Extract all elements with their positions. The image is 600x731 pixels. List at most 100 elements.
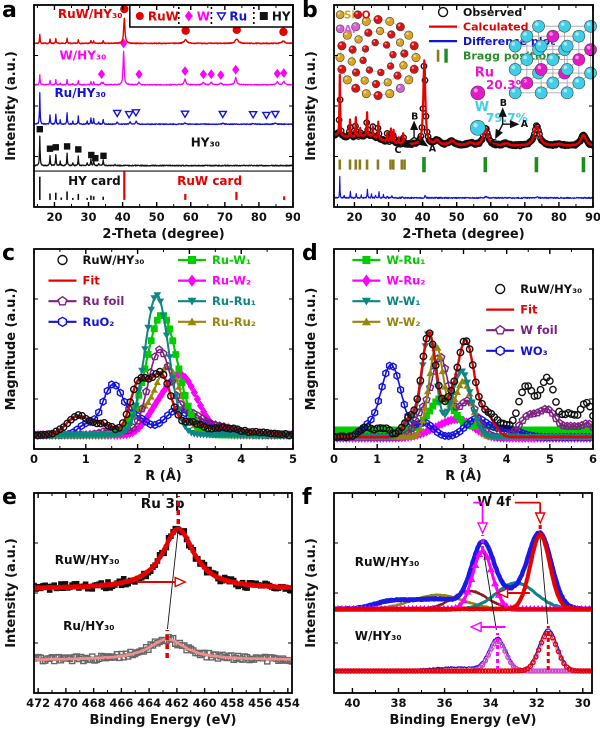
x-tick-label: 470 bbox=[54, 696, 78, 710]
legend-label: W bbox=[197, 10, 210, 24]
legend-label: Fit bbox=[82, 274, 100, 288]
bragg-ticks bbox=[338, 159, 406, 170]
legend-label: W-Ru₁ bbox=[386, 253, 425, 267]
panel-a: a HY₃₀ Ru/HY₃₀ W/HY₃₀ RuW/HY₃₀ HY card RuW ca… bbox=[0, 0, 300, 243]
panel-e: e Ru 3p RuW/HY₃₀ Ru/HY₃₀ 472 470 468 466 464 462… bbox=[0, 485, 300, 731]
y-axis-title: Intensity (a.u.) bbox=[304, 51, 319, 161]
stick-group: RuW card bbox=[123, 171, 286, 200]
axes-f: 40 38 36 34 32 30 Binding Energy (eV) Intensity… bbox=[304, 492, 593, 728]
panel-letter-e: e bbox=[2, 485, 17, 510]
x-tick-label: 36 bbox=[437, 696, 453, 710]
annotation-text: Ru 3p bbox=[141, 496, 185, 512]
panel-c: c RuW/HY₃₀ Fit Ru foil RuO₂ Ru-W₁ Ru-W₂ Ru-Ru₁… bbox=[0, 241, 300, 487]
plot-area-a: HY₃₀ Ru/HY₃₀ W/HY₃₀ RuW/HY₃₀ HY card RuW card bbox=[34, 5, 293, 200]
legend-label: Ru foil bbox=[82, 294, 124, 308]
x-tick-label: 70 bbox=[517, 210, 533, 224]
x-tick-label: 30 bbox=[575, 696, 591, 710]
panel-f-chart: W 4f RuW/HY₃₀ W/HY₃₀ 40 38 36 34 32 30 Binding En… bbox=[304, 492, 593, 728]
x-tick-label: 0 bbox=[30, 452, 38, 466]
annotations-e: Ru 3p RuW/HY₃₀ Ru/HY₃₀ bbox=[55, 496, 187, 658]
annotations-f: W 4f RuW/HY₃₀ W/HY₃₀ bbox=[355, 495, 550, 670]
annotation-text: O bbox=[362, 10, 371, 22]
annotation-text: Al bbox=[344, 24, 356, 36]
x-tick-label: 20 bbox=[46, 210, 62, 224]
legend: W-Ru₁ W-Ru₂ W-W₁ W-W₂ bbox=[352, 253, 425, 329]
annotation-text: 20.3% bbox=[486, 78, 528, 92]
x-tick-label: 20 bbox=[346, 210, 362, 224]
panel-letter-b: b bbox=[302, 0, 318, 23]
axis-triad: B C A bbox=[395, 111, 437, 156]
series-ru-hy30-fit bbox=[34, 637, 292, 662]
stick-group: HY card bbox=[38, 174, 121, 200]
x-tick-label: 40 bbox=[344, 696, 360, 710]
x-axis-title: 2-Theta (degree) bbox=[402, 227, 524, 242]
annotation-text: RuW/HY₃₀ bbox=[355, 555, 420, 569]
bragg-ticks bbox=[422, 157, 586, 173]
x-tick-label: 3 bbox=[185, 452, 193, 466]
panel-f: f W 4f RuW/HY₃₀ W/HY₃₀ 40 38 36 34 32 30 Binding … bbox=[300, 485, 600, 731]
annotation-text: 79.7% bbox=[486, 111, 528, 125]
axis-triad: B A C bbox=[490, 98, 529, 149]
series-calculated bbox=[334, 59, 593, 147]
series-label: HY₃₀ bbox=[191, 135, 220, 149]
x-tick-label: 80 bbox=[251, 210, 267, 224]
panel-e-chart: Ru 3p RuW/HY₃₀ Ru/HY₃₀ 472 470 468 466 464 462 46… bbox=[4, 492, 300, 728]
annotation-text: Ru bbox=[475, 66, 494, 81]
panel-letter-f: f bbox=[302, 485, 312, 510]
series-w-hy30 bbox=[34, 38, 293, 86]
x-tick-label: 3 bbox=[459, 452, 467, 466]
series-hy30 bbox=[34, 126, 293, 167]
axis-letter: C bbox=[490, 138, 497, 149]
legend-label: HY bbox=[272, 10, 291, 24]
x-tick-label: 80 bbox=[551, 210, 567, 224]
legend-label: Calculated bbox=[463, 21, 528, 34]
annotation-text: W bbox=[475, 100, 489, 115]
legend-label: W foil bbox=[520, 323, 557, 337]
axis-letter: B bbox=[411, 111, 418, 122]
annotation-text: Ru/HY₃₀ bbox=[63, 619, 114, 633]
axis-letter: A bbox=[429, 144, 437, 155]
x-tick-label: 460 bbox=[193, 696, 217, 710]
annotations-a: RuW W Ru HY bbox=[34, 4, 294, 172]
panel-d: d W-Ru₁ W-Ru₂ W-W₁ W-W₂ RuW/HY₃₀ Fit W foil WO₃… bbox=[300, 241, 600, 487]
series-label: Ru/HY₃₀ bbox=[54, 86, 105, 100]
y-axis-title: Intensity (a.u.) bbox=[4, 538, 19, 648]
legend: RuW/HY₃₀ Fit W foil WO₃ bbox=[486, 282, 582, 358]
annotation-text: Si bbox=[344, 10, 355, 22]
x-tick-label: 1 bbox=[373, 452, 381, 466]
y-axis-title: Intensity (a.u.) bbox=[304, 538, 319, 648]
x-tick-label: 40 bbox=[415, 210, 431, 224]
plot-area-e bbox=[34, 525, 292, 665]
panel-d-chart: W-Ru₁ W-Ru₂ W-W₁ W-W₂ RuW/HY₃₀ Fit W foil WO₃ 0 1… bbox=[304, 248, 597, 484]
plot-area-c bbox=[34, 292, 293, 440]
axes-a: 20 30 40 50 60 70 80 90 2-Theta (degree) Intensit… bbox=[4, 4, 300, 242]
x-tick-label: 468 bbox=[82, 696, 106, 710]
annotation-text: W/HY₃₀ bbox=[355, 629, 402, 643]
series-label: W/HY₃₀ bbox=[60, 49, 107, 63]
panel-b: b Observed Calculated Difference plot Bragg… bbox=[300, 0, 600, 243]
axes-d: 0 1 2 3 4 5 6 R (Å) Magnitude (a.u.) bbox=[304, 248, 597, 484]
stick-label: HY card bbox=[68, 174, 121, 188]
legend-label: Ru-Ru₂ bbox=[212, 315, 256, 329]
legend-label: Observed bbox=[463, 6, 522, 19]
y-axis-title: Magnitude (a.u.) bbox=[304, 288, 319, 411]
x-tick-label: 2 bbox=[416, 452, 424, 466]
x-tick-label: 50 bbox=[449, 210, 465, 224]
x-tick-label: 90 bbox=[585, 210, 600, 224]
axis-letter: A bbox=[521, 119, 529, 130]
series-fit bbox=[34, 371, 293, 437]
x-tick-label: 6 bbox=[589, 452, 597, 466]
x-tick-label: 4 bbox=[503, 452, 511, 466]
x-tick-label: 462 bbox=[165, 696, 189, 710]
annotation-text: W 4f bbox=[477, 495, 511, 510]
legend-label: RuW/HY₃₀ bbox=[520, 282, 582, 296]
x-tick-label: 2 bbox=[134, 452, 142, 466]
x-axis-title: Binding Energy (eV) bbox=[390, 713, 537, 728]
x-tick-label: 60 bbox=[183, 210, 199, 224]
series-difference-plot bbox=[334, 175, 593, 200]
plot-area-d bbox=[334, 329, 593, 443]
